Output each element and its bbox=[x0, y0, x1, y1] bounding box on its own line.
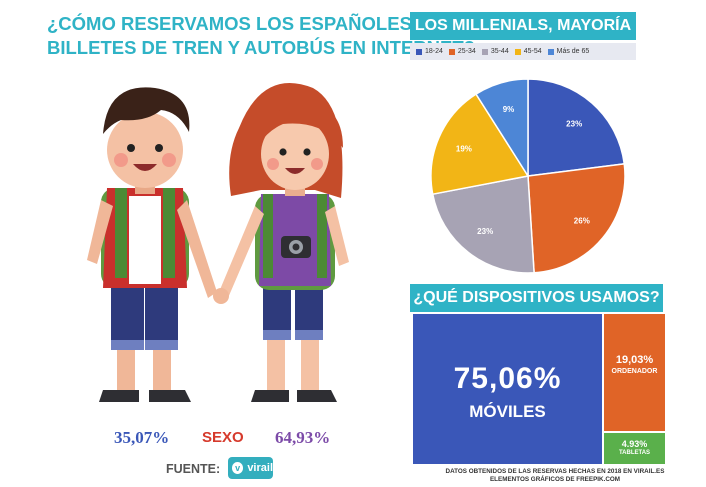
legend-item: Más de 65 bbox=[547, 48, 590, 55]
moviles-label: MÓVILES bbox=[469, 402, 546, 421]
male-percentage: 35,07% bbox=[114, 428, 170, 447]
age-chart-legend: 18-24 25-34 35-44 45-54 Más de 65 bbox=[410, 43, 636, 60]
sexo-label: SEXO bbox=[202, 429, 244, 446]
legend-label: Más de 65 bbox=[556, 48, 590, 55]
age-pie-chart: 23% 26% 23% 19% 9% bbox=[430, 78, 626, 274]
legend-label: 35-44 bbox=[490, 48, 509, 55]
page-title: ¿CÓMO RESERVAMOS LOS ESPAÑOLES BILLETES … bbox=[47, 12, 475, 60]
legend-swatch bbox=[481, 48, 488, 55]
footnote-line-1: DATOS OBTENIDOS DE LAS RESERVAS HECHAS E… bbox=[445, 468, 665, 475]
legend-label: 18-24 bbox=[425, 48, 443, 55]
legend-swatch bbox=[547, 48, 554, 55]
pie-slice-18-24 bbox=[527, 78, 626, 177]
legend-swatch bbox=[416, 48, 422, 55]
legend-swatch bbox=[448, 48, 455, 55]
pie-slice-label: 23% bbox=[477, 227, 493, 236]
device-block-moviles: 75,06% MÓVILES bbox=[413, 314, 602, 464]
device-block-tabletas: 4.93% TABLETAS bbox=[604, 433, 665, 464]
moviles-value: 75,06% bbox=[453, 362, 562, 395]
pie-slice-35-44 bbox=[431, 175, 535, 274]
sexo-row: 35,07% SEXO 64,93% bbox=[0, 428, 400, 450]
legend-item: 35-44 bbox=[481, 48, 509, 55]
boy-illustration bbox=[87, 87, 217, 402]
virail-logo-icon: v bbox=[232, 462, 244, 474]
ordenador-value: 19,03% bbox=[615, 354, 654, 366]
tabletas-label: TABLETAS bbox=[618, 450, 651, 456]
pie-slice-25-34 bbox=[527, 163, 626, 274]
legend-label: 25-34 bbox=[457, 48, 476, 55]
legend-item: 45-54 bbox=[514, 48, 542, 55]
virail-logo: v virail bbox=[228, 457, 273, 479]
girl-illustration bbox=[219, 83, 349, 402]
source-label: FUENTE: bbox=[166, 462, 221, 476]
pie-slice-label: 23% bbox=[566, 120, 582, 129]
legend-label: 45-54 bbox=[523, 48, 542, 55]
legend-item: 18-24 bbox=[416, 48, 443, 55]
age-chart-title: LOS MILLENIALS, MAYORÍA bbox=[410, 12, 636, 40]
pie-slice-label: 19% bbox=[456, 144, 472, 153]
ordenador-label: ORDENADOR bbox=[611, 368, 658, 375]
legend-swatch bbox=[514, 48, 521, 55]
pie-slice-label: 9% bbox=[503, 105, 515, 114]
virail-logo-text: virail bbox=[247, 462, 273, 474]
devices-title: ¿QUÉ DISPOSITIVOS USAMOS? bbox=[410, 284, 663, 312]
tabletas-value: 4.93% bbox=[621, 439, 648, 449]
legend-item: 25-34 bbox=[448, 48, 476, 55]
pie-slice-45-54 bbox=[430, 93, 530, 196]
joined-hands bbox=[213, 288, 229, 304]
pie-slice-más-de-65 bbox=[474, 78, 529, 179]
title-line-1: ¿CÓMO RESERVAMOS LOS ESPAÑOLES bbox=[47, 13, 412, 34]
footnote: DATOS OBTENIDOS DE LAS RESERVAS HECHAS E… bbox=[440, 468, 670, 484]
devices-chart: 75,06% MÓVILES 19,03% ORDENADOR 4.93% TA… bbox=[413, 314, 665, 464]
title-line-2: BILLETES DE TREN Y AUTOBÚS EN INTERNET? bbox=[47, 37, 475, 58]
pie-slice-label: 26% bbox=[574, 217, 590, 226]
footnote-line-2: ELEMENTOS GRÁFICOS DE FREEPIK.COM bbox=[489, 476, 621, 483]
travellers-illustration bbox=[87, 83, 349, 402]
device-block-ordenador: 19,03% ORDENADOR bbox=[604, 314, 665, 431]
female-percentage: 64,93% bbox=[275, 428, 331, 447]
